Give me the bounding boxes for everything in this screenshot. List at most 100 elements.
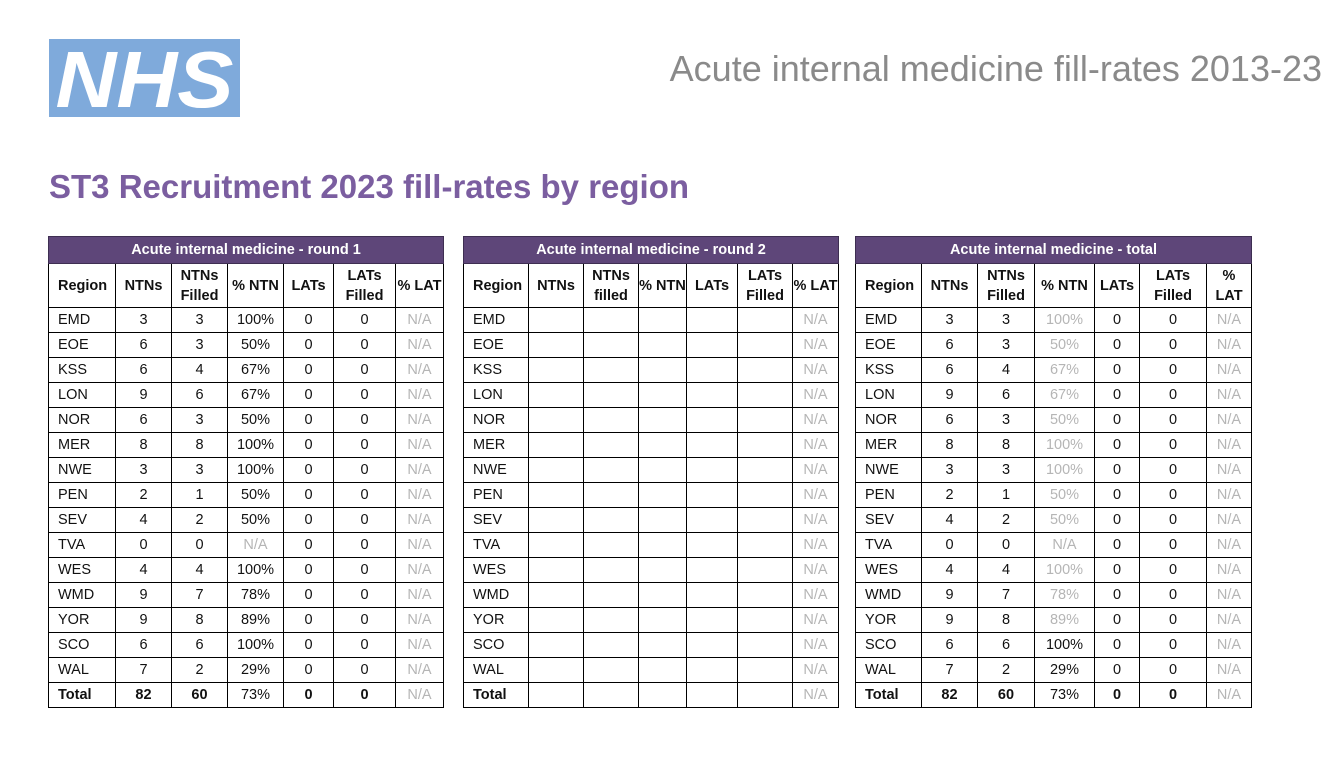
cell-ntns-filled: 7 bbox=[171, 582, 228, 608]
cell-lats-filled: 0 bbox=[333, 582, 396, 608]
table-row: NOR N/A bbox=[463, 407, 839, 433]
table-row: LON 9 6 67% 0 0 N/A bbox=[855, 382, 1252, 408]
cell-ntns-filled: 8 bbox=[171, 607, 228, 633]
cell-region: PEN bbox=[48, 482, 116, 508]
table-row: MER N/A bbox=[463, 432, 839, 458]
cell-pct-lat: N/A bbox=[395, 482, 444, 508]
cell-pct-ntn: 67% bbox=[227, 382, 284, 408]
page-heading: ST3 Recruitment 2023 fill-rates by regio… bbox=[49, 168, 690, 205]
cell-ntns-filled: 6 bbox=[171, 632, 228, 658]
column-header-ntns: NTNs bbox=[528, 263, 584, 308]
cell-ntns bbox=[528, 657, 584, 683]
cell-ntns bbox=[528, 557, 584, 583]
cell-ntns-filled: 3 bbox=[977, 407, 1035, 433]
cell-lats-filled bbox=[737, 382, 793, 408]
table-row: WES 4 4 100% 0 0 N/A bbox=[48, 557, 444, 583]
cell-lats-filled bbox=[737, 432, 793, 458]
cell-region: EOE bbox=[463, 332, 529, 358]
cell-ntns: 2 bbox=[921, 482, 978, 508]
cell-lats-filled: 0 bbox=[333, 357, 396, 383]
cell-region: WES bbox=[855, 557, 922, 583]
cell-ntns-filled: 3 bbox=[977, 457, 1035, 483]
table-row: MER 8 8 100% 0 0 N/A bbox=[48, 432, 444, 458]
cell-lats: 0 bbox=[283, 682, 334, 708]
cell-region: WES bbox=[48, 557, 116, 583]
cell-region: EOE bbox=[48, 332, 116, 358]
cell-ntns: 9 bbox=[921, 382, 978, 408]
cell-pct-ntn bbox=[638, 382, 687, 408]
cell-pct-ntn: N/A bbox=[1034, 532, 1095, 558]
cell-lats-filled bbox=[737, 682, 793, 708]
cell-ntns: 82 bbox=[921, 682, 978, 708]
cell-pct-lat: N/A bbox=[395, 682, 444, 708]
cell-lats bbox=[686, 332, 738, 358]
cell-region: EOE bbox=[855, 332, 922, 358]
cell-ntns: 3 bbox=[115, 307, 172, 333]
cell-ntns: 0 bbox=[115, 532, 172, 558]
table-row: PEN N/A bbox=[463, 482, 839, 508]
cell-region: TVA bbox=[855, 532, 922, 558]
table-row: TVA 0 0 N/A 0 0 N/A bbox=[48, 532, 444, 558]
cell-pct-lat: N/A bbox=[395, 307, 444, 333]
table-row: WMD N/A bbox=[463, 582, 839, 608]
cell-region: TVA bbox=[463, 532, 529, 558]
cell-lats-filled: 0 bbox=[333, 682, 396, 708]
cell-region: PEN bbox=[463, 482, 529, 508]
cell-lats: 0 bbox=[283, 532, 334, 558]
cell-region: WES bbox=[463, 557, 529, 583]
total-row: Total N/A bbox=[463, 682, 839, 708]
cell-region: WMD bbox=[463, 582, 529, 608]
cell-ntns bbox=[528, 407, 584, 433]
cell-lats-filled bbox=[737, 357, 793, 383]
table-row: WAL N/A bbox=[463, 657, 839, 683]
table-row: NWE N/A bbox=[463, 457, 839, 483]
cell-ntns bbox=[528, 532, 584, 558]
cell-region: MER bbox=[855, 432, 922, 458]
cell-pct-lat: N/A bbox=[1206, 432, 1252, 458]
cell-lats-filled: 0 bbox=[1139, 582, 1207, 608]
cell-ntns-filled: 60 bbox=[171, 682, 228, 708]
cell-lats-filled: 0 bbox=[333, 607, 396, 633]
table-row: SEV 4 2 50% 0 0 N/A bbox=[855, 507, 1252, 533]
cell-ntns-filled: 2 bbox=[977, 657, 1035, 683]
cell-pct-ntn: 78% bbox=[227, 582, 284, 608]
cell-pct-ntn: 50% bbox=[227, 407, 284, 433]
cell-lats: 0 bbox=[1094, 457, 1140, 483]
cell-ntns: 8 bbox=[115, 432, 172, 458]
cell-pct-ntn: 67% bbox=[1034, 357, 1095, 383]
cell-pct-ntn: 78% bbox=[1034, 582, 1095, 608]
cell-region: PEN bbox=[855, 482, 922, 508]
table-row: WMD 9 7 78% 0 0 N/A bbox=[48, 582, 444, 608]
cell-pct-ntn bbox=[638, 457, 687, 483]
cell-pct-ntn: 29% bbox=[1034, 657, 1095, 683]
cell-ntns-filled: 3 bbox=[977, 332, 1035, 358]
cell-pct-ntn: 100% bbox=[1034, 457, 1095, 483]
table-row: PEN 2 1 50% 0 0 N/A bbox=[48, 482, 444, 508]
cell-lats-filled: 0 bbox=[1139, 657, 1207, 683]
cell-lats-filled: 0 bbox=[333, 532, 396, 558]
cell-ntns-filled: 2 bbox=[171, 507, 228, 533]
cell-ntns-filled: 2 bbox=[977, 507, 1035, 533]
cell-pct-ntn bbox=[638, 582, 687, 608]
cell-pct-ntn: 67% bbox=[1034, 382, 1095, 408]
cell-region: YOR bbox=[855, 607, 922, 633]
cell-ntns: 9 bbox=[921, 582, 978, 608]
cell-pct-lat: N/A bbox=[1206, 407, 1252, 433]
cell-ntns-filled: 4 bbox=[171, 557, 228, 583]
cell-region: NWE bbox=[463, 457, 529, 483]
cell-ntns-filled: 8 bbox=[171, 432, 228, 458]
cell-lats bbox=[686, 557, 738, 583]
cell-pct-ntn bbox=[638, 607, 687, 633]
cell-region: YOR bbox=[48, 607, 116, 633]
cell-region: SEV bbox=[463, 507, 529, 533]
cell-region: WAL bbox=[463, 657, 529, 683]
cell-lats bbox=[686, 432, 738, 458]
cell-ntns: 6 bbox=[115, 632, 172, 658]
table-row: WAL 7 2 29% 0 0 N/A bbox=[855, 657, 1252, 683]
column-header-pct-ntn: % NTN bbox=[227, 263, 284, 308]
column-header-ntns: NTNs bbox=[115, 263, 172, 308]
cell-pct-lat: N/A bbox=[1206, 632, 1252, 658]
cell-region: LON bbox=[463, 382, 529, 408]
cell-ntns-filled bbox=[583, 657, 639, 683]
cell-pct-lat: N/A bbox=[1206, 557, 1252, 583]
